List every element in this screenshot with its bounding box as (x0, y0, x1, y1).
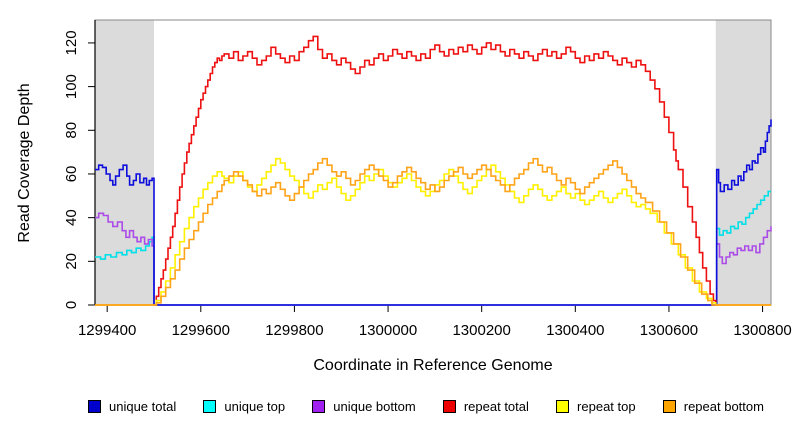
legend-label: repeat bottom (683, 399, 764, 414)
legend-label: repeat total (463, 399, 529, 414)
legend-swatch-repeat-top (556, 400, 570, 413)
x-tick-label: 1299600 (172, 322, 230, 339)
legend: unique total unique top unique bottom repea… (88, 399, 764, 414)
x-axis-title: Coordinate in Reference Genome (313, 357, 553, 374)
series-unique-total (95, 119, 772, 306)
legend-label: unique bottom (333, 399, 416, 414)
legend-item-repeat-top: repeat top (556, 399, 636, 414)
legend-item-repeat-total: repeat total (442, 399, 529, 414)
y-tick-label: 120 (63, 30, 80, 55)
y-tick-label: 20 (63, 253, 80, 270)
y-tick-label: 0 (63, 301, 80, 309)
x-tick-label: 1300400 (546, 322, 604, 339)
shaded-region (715, 20, 771, 305)
legend-item-unique-bottom: unique bottom (312, 399, 416, 414)
legend-swatch-unique-bottom (312, 400, 326, 413)
series-repeat-top (95, 157, 771, 306)
legend-label: repeat top (577, 399, 636, 414)
plot-frame (94, 19, 772, 306)
legend-swatch-unique-top (203, 400, 217, 413)
y-tick-label: 100 (63, 74, 80, 99)
x-tick-label: 1300600 (640, 322, 698, 339)
series-repeat-bottom (95, 157, 771, 306)
legend-item-unique-top: unique top (203, 399, 285, 414)
series-repeat-total (95, 35, 771, 306)
x-tick-label: 1300800 (733, 322, 791, 339)
chart-canvas: 1299400 1299600 1299800 1300000 1300200 13004… (63, 19, 792, 339)
y-tick-label: 60 (63, 166, 80, 183)
legend-swatch-repeat-total (442, 400, 456, 413)
x-tick-label: 1300200 (452, 322, 510, 339)
legend-swatch-repeat-bottom (662, 400, 676, 413)
x-tick-label: 1299400 (78, 322, 136, 339)
legend-item-repeat-bottom: repeat bottom (662, 399, 764, 414)
x-tick-label: 1300000 (359, 322, 417, 339)
series-unique-bottom (95, 212, 772, 306)
x-tick-label: 1299800 (265, 322, 323, 339)
legend-item-unique-total: unique total (88, 399, 176, 414)
legend-label: unique total (109, 399, 177, 414)
series-unique-top (95, 190, 771, 306)
legend-swatch-unique-total (88, 400, 101, 413)
legend-label: unique top (224, 399, 286, 414)
shaded-region (95, 20, 154, 305)
y-tick-label: 40 (63, 209, 80, 226)
y-axis-title: Read Coverage Depth (16, 83, 33, 243)
y-tick-label: 80 (63, 122, 80, 139)
